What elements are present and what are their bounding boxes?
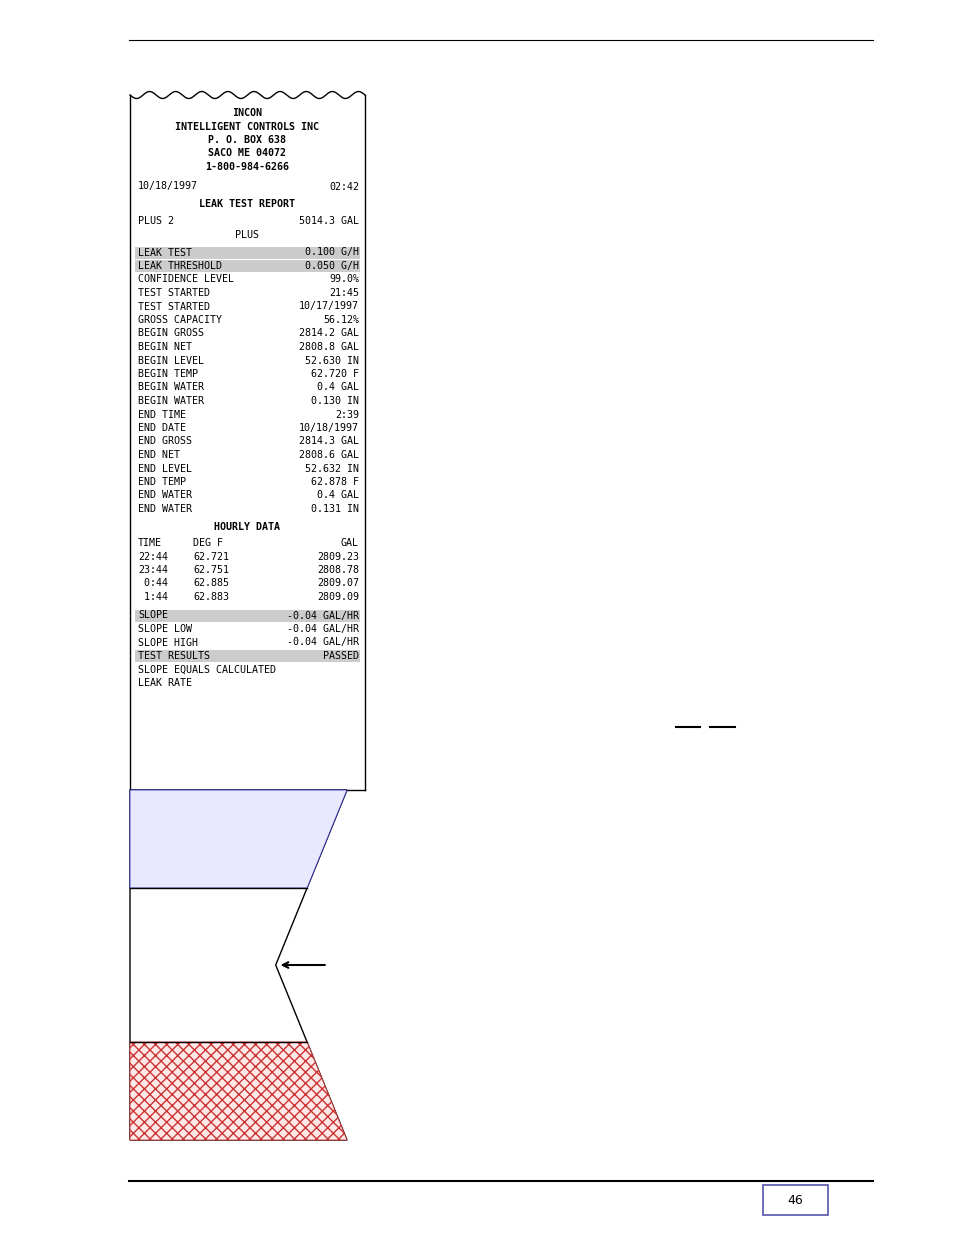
Text: 46: 46 [787, 1193, 802, 1207]
Text: 0.130 IN: 0.130 IN [311, 396, 358, 406]
Text: -0.04 GAL/HR: -0.04 GAL/HR [287, 637, 358, 647]
Text: LEAK TEST REPORT: LEAK TEST REPORT [199, 199, 295, 209]
Text: GROSS CAPACITY: GROSS CAPACITY [138, 315, 222, 325]
Text: 1:44: 1:44 [138, 592, 168, 601]
Bar [135, 247, 359, 258]
Text: -0.04 GAL/HR: -0.04 GAL/HR [287, 610, 358, 620]
Text: 22:44: 22:44 [138, 552, 168, 562]
Text: 02:42: 02:42 [329, 182, 358, 191]
Text: END WATER: END WATER [138, 490, 192, 500]
Text: TEST STARTED: TEST STARTED [138, 288, 210, 298]
Text: INCON: INCON [233, 107, 262, 119]
Text: PASSED: PASSED [323, 651, 358, 661]
Text: 62.751: 62.751 [193, 564, 229, 576]
Text: BEGIN WATER: BEGIN WATER [138, 396, 204, 406]
Text: 5014.3 GAL: 5014.3 GAL [298, 216, 358, 226]
Text: GAL: GAL [340, 538, 358, 548]
Text: 2:39: 2:39 [335, 410, 358, 420]
Text: 0.131 IN: 0.131 IN [311, 504, 358, 514]
Text: 2809.23: 2809.23 [316, 552, 358, 562]
Bar [762, 1186, 827, 1215]
Text: BEGIN GROSS: BEGIN GROSS [138, 329, 204, 338]
Text: LEAK RATE: LEAK RATE [138, 678, 192, 688]
Text: 21:45: 21:45 [329, 288, 358, 298]
Bar [131, 95, 364, 790]
Bar [135, 261, 359, 272]
Text: 1-800-984-6266: 1-800-984-6266 [205, 162, 289, 172]
Text: LEAK TEST: LEAK TEST [138, 247, 192, 258]
Text: DEG F: DEG F [193, 538, 223, 548]
Text: END WATER: END WATER [138, 504, 192, 514]
Text: BEGIN NET: BEGIN NET [138, 342, 192, 352]
Polygon shape [130, 790, 347, 1140]
Text: 56.12%: 56.12% [323, 315, 358, 325]
Text: 23:44: 23:44 [138, 564, 168, 576]
Text: SLOPE EQUALS CALCULATED: SLOPE EQUALS CALCULATED [138, 664, 275, 674]
Text: 52.630 IN: 52.630 IN [305, 356, 358, 366]
Text: END NET: END NET [138, 450, 180, 459]
Bar [135, 610, 359, 621]
Text: 2808.6 GAL: 2808.6 GAL [298, 450, 358, 459]
Text: 62.885: 62.885 [193, 578, 229, 589]
Text: 62.720 F: 62.720 F [311, 369, 358, 379]
Text: -0.04 GAL/HR: -0.04 GAL/HR [287, 624, 358, 634]
Text: 2814.2 GAL: 2814.2 GAL [298, 329, 358, 338]
Text: END TIME: END TIME [138, 410, 186, 420]
Text: LEAK THRESHOLD: LEAK THRESHOLD [138, 261, 222, 270]
Text: 0.4 GAL: 0.4 GAL [316, 383, 358, 393]
Text: PLUS 2: PLUS 2 [138, 216, 173, 226]
Text: TEST RESULTS: TEST RESULTS [138, 651, 210, 661]
Text: BEGIN LEVEL: BEGIN LEVEL [138, 356, 204, 366]
Bar [135, 650, 359, 662]
Polygon shape [130, 1042, 347, 1140]
Text: SLOPE HIGH: SLOPE HIGH [138, 637, 198, 647]
Text: 0:44: 0:44 [138, 578, 168, 589]
Text: TIME: TIME [138, 538, 162, 548]
Polygon shape [130, 790, 347, 888]
Text: 0.4 GAL: 0.4 GAL [316, 490, 358, 500]
Text: SACO ME 04072: SACO ME 04072 [209, 148, 286, 158]
Text: INTELLIGENT CONTROLS INC: INTELLIGENT CONTROLS INC [175, 121, 319, 131]
Text: 99.0%: 99.0% [329, 274, 358, 284]
Text: BEGIN TEMP: BEGIN TEMP [138, 369, 198, 379]
Text: 2808.8 GAL: 2808.8 GAL [298, 342, 358, 352]
Text: 2809.09: 2809.09 [316, 592, 358, 601]
Text: BEGIN WATER: BEGIN WATER [138, 383, 204, 393]
Text: 52.632 IN: 52.632 IN [305, 463, 358, 473]
Text: 0.100 G/H: 0.100 G/H [305, 247, 358, 258]
Text: 62.883: 62.883 [193, 592, 229, 601]
Text: PLUS: PLUS [235, 230, 259, 240]
Text: 0.050 G/H: 0.050 G/H [305, 261, 358, 270]
Text: END LEVEL: END LEVEL [138, 463, 192, 473]
Text: TEST STARTED: TEST STARTED [138, 301, 210, 311]
Text: 10/17/1997: 10/17/1997 [298, 301, 358, 311]
Text: SLOPE: SLOPE [138, 610, 168, 620]
Text: HOURLY DATA: HOURLY DATA [214, 522, 280, 532]
Text: 2809.07: 2809.07 [316, 578, 358, 589]
Text: 62.721: 62.721 [193, 552, 229, 562]
Text: END GROSS: END GROSS [138, 436, 192, 447]
Text: 10/18/1997: 10/18/1997 [298, 424, 358, 433]
Text: P. O. BOX 638: P. O. BOX 638 [209, 135, 286, 144]
Text: CONFIDENCE LEVEL: CONFIDENCE LEVEL [138, 274, 233, 284]
Text: SLOPE LOW: SLOPE LOW [138, 624, 192, 634]
Text: 2814.3 GAL: 2814.3 GAL [298, 436, 358, 447]
Text: 10/18/1997: 10/18/1997 [138, 182, 198, 191]
Text: 62.878 F: 62.878 F [311, 477, 358, 487]
Text: END DATE: END DATE [138, 424, 186, 433]
Text: 2808.78: 2808.78 [316, 564, 358, 576]
Text: END TEMP: END TEMP [138, 477, 186, 487]
